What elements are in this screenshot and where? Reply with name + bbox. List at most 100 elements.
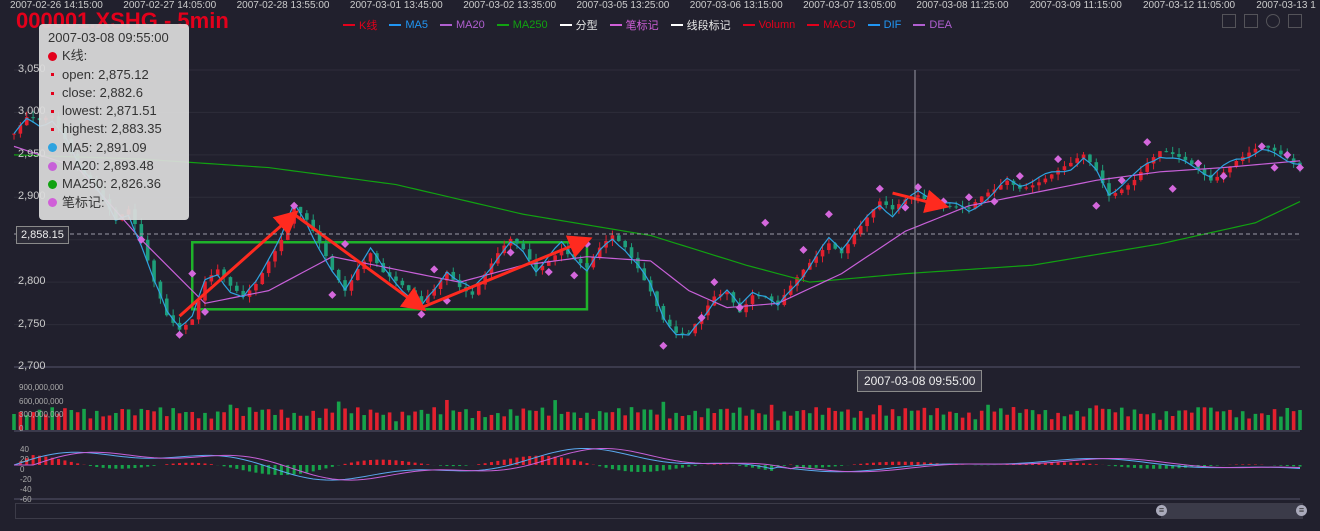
macd-bar xyxy=(260,465,264,474)
volume-bar xyxy=(737,407,742,430)
restore-icon[interactable] xyxy=(1266,14,1280,28)
volume-series xyxy=(12,399,1302,430)
volume-bar xyxy=(177,413,182,430)
macd-bar xyxy=(1056,462,1060,465)
legend-item[interactable]: MA5 xyxy=(389,17,428,33)
save-icon[interactable] xyxy=(1288,14,1302,28)
macd-bar xyxy=(439,465,443,466)
macd-bar xyxy=(1164,465,1168,469)
macd-bar xyxy=(852,464,856,465)
volume-bar xyxy=(1253,413,1258,430)
zoom-handle-right-icon[interactable]: ≡ xyxy=(1296,505,1307,516)
macd-bar xyxy=(547,455,551,465)
legend-item[interactable]: MACD xyxy=(807,17,856,33)
volume-bar xyxy=(235,408,239,430)
volume-bar xyxy=(18,412,23,430)
candle-body xyxy=(610,235,615,242)
volume-bar xyxy=(266,409,271,430)
volume-bar xyxy=(1151,413,1156,430)
volume-bar xyxy=(922,407,927,430)
legend-swatch-icon xyxy=(670,24,683,26)
candle-body xyxy=(1145,163,1150,172)
macd-bar xyxy=(1203,465,1207,467)
volume-bar xyxy=(1037,414,1041,430)
macd-bar xyxy=(267,465,271,475)
macd-bar xyxy=(228,465,232,468)
candle-body xyxy=(967,207,971,209)
zoom-reset-icon[interactable] xyxy=(1244,14,1258,28)
bi-marker xyxy=(1092,201,1101,210)
macd-bar xyxy=(1088,463,1092,465)
zoom-icon[interactable] xyxy=(1222,14,1236,28)
candle-body xyxy=(190,319,195,325)
candle-body xyxy=(521,243,526,250)
bi-marker xyxy=(990,197,999,206)
macd-bar xyxy=(69,461,73,465)
candle-body xyxy=(18,125,23,134)
macd-bar xyxy=(623,465,627,472)
volume-bar xyxy=(1215,411,1220,430)
legend-item[interactable]: MA20 xyxy=(439,17,485,33)
bi-marker xyxy=(1270,163,1279,172)
legend-item[interactable]: DIF xyxy=(867,17,901,33)
legend-item[interactable]: Volumn xyxy=(742,17,795,33)
candle-body xyxy=(623,241,627,248)
volume-bar xyxy=(769,404,774,430)
macd-bar xyxy=(553,456,557,465)
volume-bar xyxy=(419,409,424,430)
candle-body xyxy=(916,195,920,198)
candle-body xyxy=(457,279,462,288)
bi-marker xyxy=(430,265,439,274)
bi-marker xyxy=(710,278,719,287)
candle-body xyxy=(1279,150,1283,155)
kline-dot-icon xyxy=(48,51,57,61)
macd-bar xyxy=(579,461,583,465)
datazoom-slider[interactable]: ≡ ≡ xyxy=(15,503,1307,519)
volume-bar xyxy=(1094,405,1099,430)
macd-bar xyxy=(388,459,392,465)
volume-bar xyxy=(184,412,188,430)
macd-bar xyxy=(674,465,678,469)
y-tick-label: 2,700 xyxy=(18,360,46,372)
volume-bar xyxy=(534,410,538,430)
legend-item[interactable]: DEA xyxy=(913,17,952,33)
candle-body xyxy=(1177,154,1181,157)
candle-body xyxy=(527,249,532,260)
candle-body xyxy=(1151,157,1156,164)
bi-arrow xyxy=(178,210,299,318)
bullet-icon xyxy=(51,109,54,113)
datazoom-window[interactable]: ≡ ≡ xyxy=(1156,504,1307,518)
macd-bar xyxy=(884,461,888,465)
zoom-handle-left-icon[interactable]: ≡ xyxy=(1156,505,1167,516)
volume-bar xyxy=(973,419,978,430)
volume-bar xyxy=(960,417,965,430)
tooltip-ma20: MA20: 2,893.48 xyxy=(62,158,154,174)
volume-bar xyxy=(324,408,328,430)
volume-bar xyxy=(496,413,500,430)
x-tick-label: 2007-03-06 13:15:00 xyxy=(689,0,783,11)
legend-item[interactable]: 笔标记 xyxy=(609,17,659,33)
candle-body xyxy=(273,251,277,262)
volume-bar xyxy=(37,409,42,430)
volume-bar xyxy=(305,415,309,430)
bullet-icon xyxy=(51,91,54,95)
macd-bar xyxy=(770,465,774,471)
legend-item[interactable]: MA250 xyxy=(496,17,548,33)
bi-arrow xyxy=(420,235,593,309)
volume-bar xyxy=(954,412,959,430)
candle-body xyxy=(209,275,214,282)
volume-bar xyxy=(801,410,806,430)
macd-bar xyxy=(1107,465,1111,466)
volume-bar xyxy=(126,409,131,430)
volume-bar xyxy=(718,409,723,430)
legend-item[interactable]: 线段标记 xyxy=(670,17,731,33)
candle-body xyxy=(629,247,634,258)
candle-body xyxy=(1228,167,1232,173)
ma250-line xyxy=(13,154,1301,283)
bi-marker xyxy=(697,313,706,322)
macd-bar xyxy=(897,461,901,465)
volume-bar xyxy=(1209,407,1213,430)
legend-item[interactable]: K线 xyxy=(343,17,377,33)
legend-item[interactable]: 分型 xyxy=(559,17,598,33)
